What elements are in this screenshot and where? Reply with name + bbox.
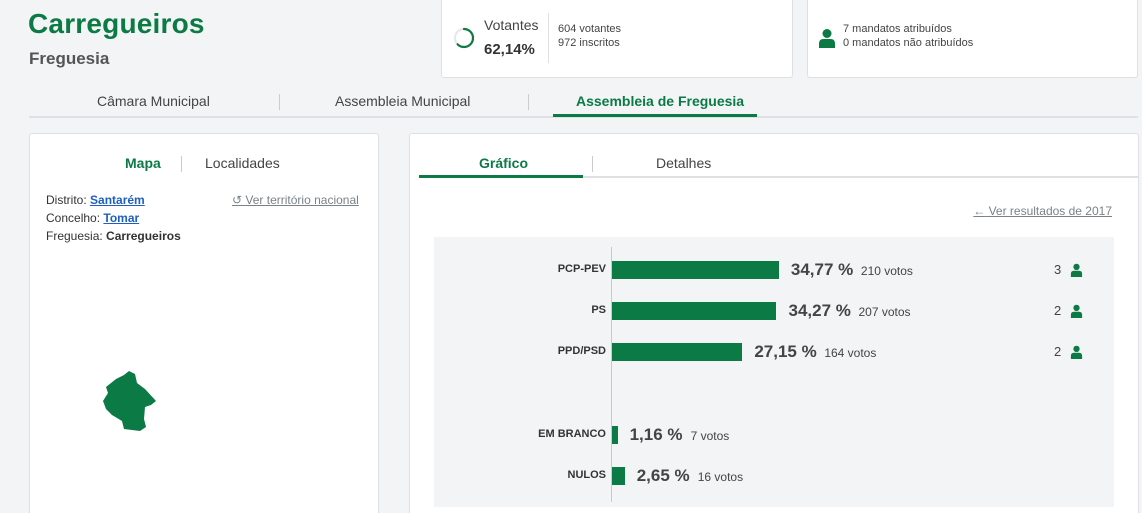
freguesia-label: Freguesia: — [46, 229, 103, 243]
bar-label: EM BRANCO — [538, 428, 606, 440]
tab-localidades[interactable]: Localidades — [205, 155, 280, 171]
tab-bar-line — [419, 176, 1139, 178]
bar-votes: 207 votos — [858, 305, 911, 319]
tab-grafico[interactable]: Gráfico — [479, 155, 529, 171]
parish-map-shape — [103, 371, 156, 431]
tab-divider — [592, 156, 593, 172]
bar-mandates: 3 — [1054, 262, 1062, 277]
bar-label: PS — [591, 304, 606, 316]
bar-label: PPD/PSD — [557, 345, 606, 357]
mandatos-card: 7 mandatos atribuídos 0 mandatos não atr… — [807, 0, 1138, 78]
freguesia-value: Carregueiros — [106, 229, 181, 243]
bar-mandates: 2 — [1054, 303, 1062, 318]
bar-percent: 34,77 % — [790, 260, 854, 279]
national-territory-link[interactable]: ↺ Ver território nacional — [232, 193, 359, 207]
turnout-percent: 62,14% — [484, 41, 535, 58]
tab-divider — [528, 94, 529, 110]
registered-count: 972 inscritos — [558, 37, 620, 49]
person-icon — [1070, 304, 1083, 318]
distrito-row: Distrito: Santarém — [46, 193, 145, 207]
bar — [612, 467, 625, 485]
tab-detalhes[interactable]: Detalhes — [656, 155, 712, 171]
distrito-label: Distrito: — [46, 193, 87, 207]
tab-divider — [279, 94, 280, 110]
tab-mapa[interactable]: Mapa — [125, 155, 161, 171]
location-panel: Mapa Localidades Distrito: Santarém Conc… — [29, 133, 379, 513]
bar-percent: 34,27 % — [788, 301, 851, 320]
undo-icon: ↺ — [232, 193, 243, 207]
mandates-unassigned: 0 mandatos não atribuídos — [843, 37, 974, 49]
bar-percent: 27,15 % — [754, 342, 817, 361]
voters-count: 604 votantes — [558, 23, 621, 35]
distrito-link[interactable]: Santarém — [90, 193, 145, 207]
person-icon — [1070, 345, 1083, 359]
bar-label: PCP-PEV — [557, 263, 606, 275]
person-icon — [1070, 263, 1083, 277]
chart-axis — [611, 247, 612, 502]
tab-camara-municipal[interactable]: Câmara Municipal — [97, 93, 210, 109]
votantes-label: Votantes — [484, 17, 539, 33]
page-subtitle: Freguesia — [29, 49, 110, 68]
tab-assembleia-municipal[interactable]: Assembleia Municipal — [335, 93, 471, 109]
concelho-link[interactable]: Tomar — [103, 211, 140, 225]
freguesia-row: Freguesia: Carregueiros — [46, 229, 181, 243]
bar — [612, 302, 777, 320]
bar-percent: 2,65 % — [636, 466, 690, 485]
divider — [548, 13, 549, 63]
tab-divider — [181, 156, 182, 172]
bar-label: NULOS — [567, 469, 607, 481]
bar — [612, 426, 618, 444]
concelho-row: Concelho: Tomar — [46, 211, 139, 225]
bar-mandates: 2 — [1054, 344, 1062, 359]
page-title: Carregueiros — [28, 8, 205, 39]
mandates-assigned: 7 mandatos atribuídos — [843, 23, 952, 35]
concelho-label: Concelho: — [46, 211, 101, 225]
tab-assembleia-freguesia[interactable]: Assembleia de Freguesia — [576, 93, 745, 109]
bar-votes: 164 votos — [824, 346, 877, 360]
bar-percent: 1,16 % — [629, 425, 683, 444]
bar — [612, 261, 779, 279]
bar — [612, 343, 743, 361]
results-chart: PCP-PEV 34,77 % 210 votos 3 PS 34,27 % 207 vot… — [434, 237, 1114, 507]
previous-results-link[interactable]: ← Ver resultados de 2017 — [973, 204, 1112, 218]
main-tabs: Câmara Municipal Assembleia Municipal As… — [29, 88, 1138, 118]
person-icon — [819, 29, 835, 48]
active-tab-indicator — [553, 114, 757, 117]
active-tab-indicator — [419, 175, 583, 178]
turnout-ring-icon — [453, 27, 475, 49]
bar-votes: 210 votos — [860, 264, 913, 278]
bar-votes: 16 votos — [697, 470, 744, 484]
bar-votes: 7 votos — [690, 429, 730, 443]
results-panel: Gráfico Detalhes ← Ver resultados de 201… — [409, 133, 1139, 513]
votantes-card: Votantes 62,14% 604 votantes 972 inscrit… — [441, 0, 793, 78]
arrow-left-icon: ← — [973, 204, 986, 218]
